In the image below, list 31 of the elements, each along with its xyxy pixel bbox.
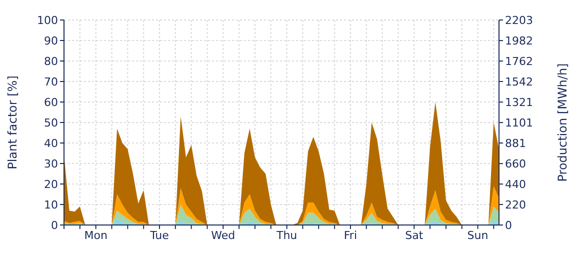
x-tick-label: Thu	[275, 228, 298, 242]
y-tick-label: 80	[44, 54, 58, 68]
y-tick-label: 20	[44, 178, 58, 191]
y2-tick-label: 1542	[505, 75, 533, 88]
y2-tick-label: 1321	[505, 96, 533, 109]
x-tick-label: Wed	[211, 228, 236, 242]
y2-tick-label: 1982	[505, 34, 533, 48]
y2-tick-label: 660	[505, 157, 526, 170]
y-tick-label: 30	[44, 157, 58, 170]
y-tick-label: 70	[44, 75, 58, 88]
y2-tick-label: 0	[505, 218, 512, 232]
y2-tick-label: 2203	[505, 14, 533, 27]
y-tick-label: 50	[44, 116, 58, 130]
y-tick-label: 10	[44, 198, 58, 212]
y-tick-label: 0	[51, 218, 58, 232]
y2-tick-label: 1762	[505, 54, 533, 68]
y-tick-label: 40	[44, 136, 58, 150]
x-tick-label: Sun	[467, 228, 488, 242]
y2-tick-label: 881	[505, 136, 526, 150]
y-tick-label: 100	[37, 14, 58, 27]
y2-axis-title: Production [MWh/h]	[555, 63, 570, 182]
x-tick-label: Mon	[84, 228, 108, 242]
x-tick-label: Tue	[149, 228, 170, 242]
y2-tick-label: 220	[505, 198, 526, 212]
y2-tick-label: 1101	[505, 116, 533, 130]
y2-tick-label: 440	[505, 178, 526, 191]
y-tick-label: 90	[44, 34, 58, 48]
x-tick-label: Sat	[405, 228, 424, 242]
y-axis-title: Plant factor [%]	[5, 76, 20, 170]
x-tick-label: Fri	[344, 228, 358, 242]
y-tick-label: 60	[44, 96, 58, 109]
